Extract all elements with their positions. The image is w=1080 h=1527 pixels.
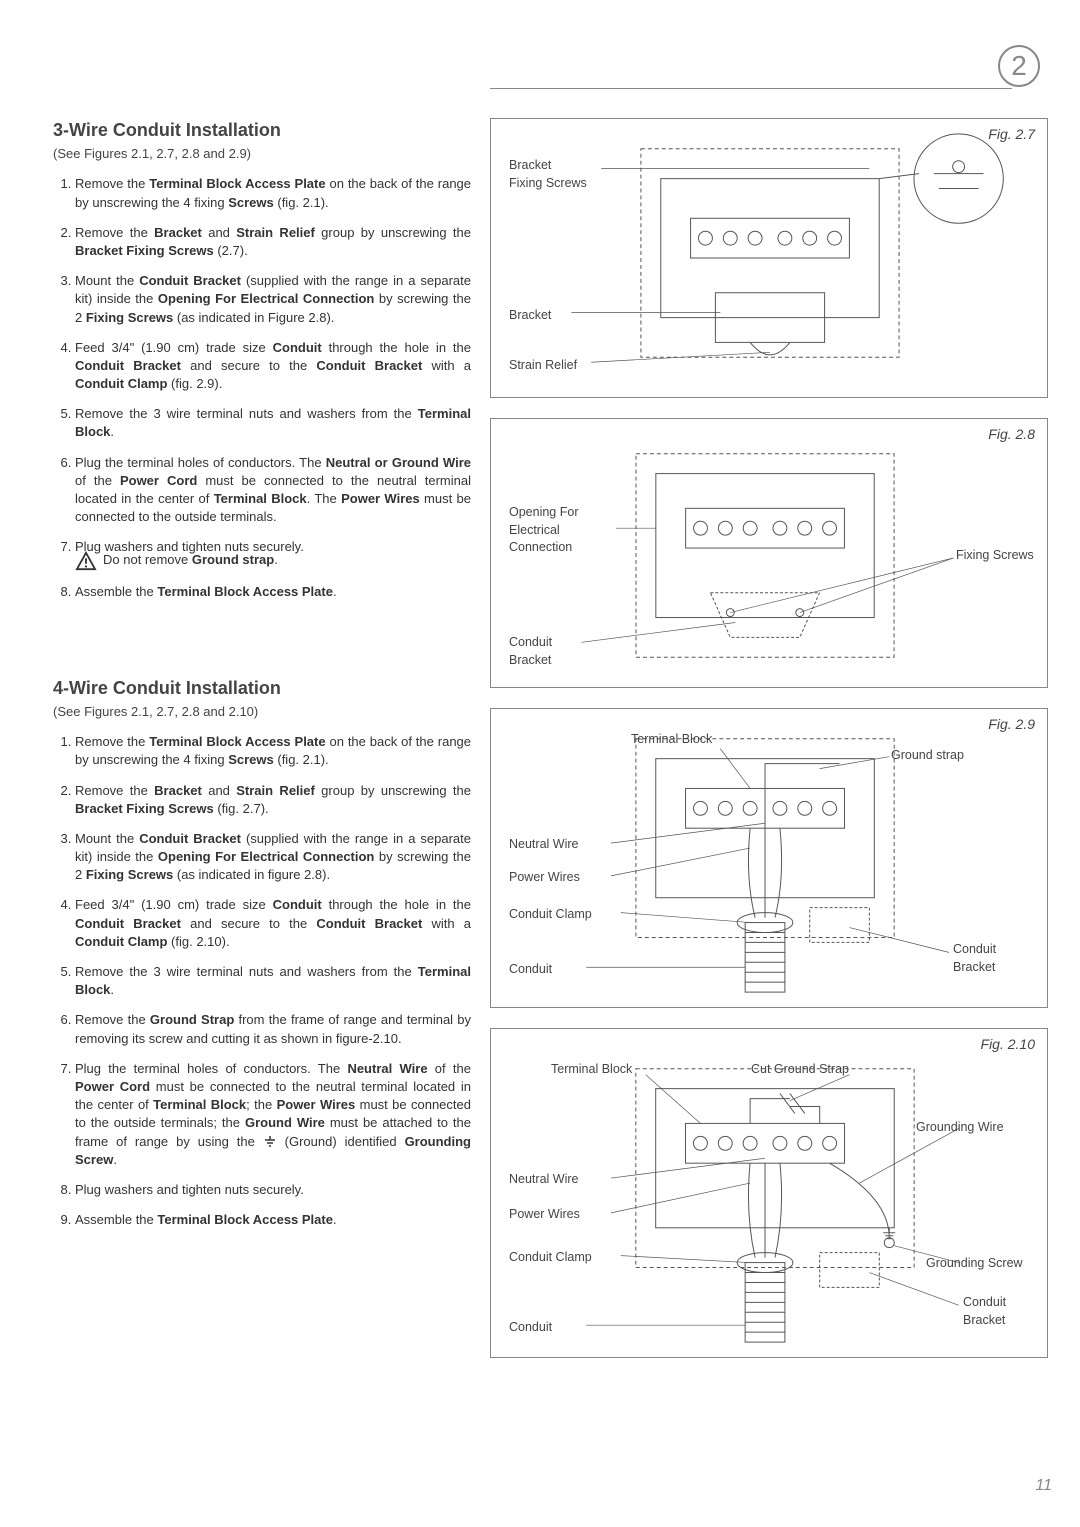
ground-icon — [263, 1135, 277, 1149]
label-conduit-bracket: Conduit Bracket — [953, 941, 996, 976]
label-terminal-block: Terminal Block — [631, 731, 712, 749]
label-conduit-clamp: Conduit Clamp — [509, 1249, 592, 1267]
list-item: Remove the Ground Strap from the frame o… — [75, 1011, 471, 1047]
list-item: Remove the 3 wire terminal nuts and wash… — [75, 405, 471, 441]
chapter-badge: 2 — [998, 45, 1040, 87]
list-item: Feed 3/4" (1.90 cm) trade size Conduit t… — [75, 339, 471, 394]
page-number: 11 — [1035, 1475, 1052, 1497]
list-item: Feed 3/4" (1.90 cm) trade size Conduit t… — [75, 896, 471, 951]
section2-see: (See Figures 2.1, 2.7, 2.8 and 2.10) — [53, 703, 471, 721]
warning-row: Do not remove Ground strap. — [75, 551, 471, 571]
list-item: Plug washers and tighten nuts securely. … — [75, 538, 471, 570]
list-item: Plug washers and tighten nuts securely. — [75, 1181, 471, 1199]
label-bracket-fixing-screws: Bracket Fixing Screws — [509, 157, 587, 192]
label-terminal-block: Terminal Block — [551, 1061, 632, 1079]
label-conduit-bracket: Conduit Bracket — [963, 1294, 1006, 1329]
list-item: Plug the terminal holes of conductors. T… — [75, 454, 471, 527]
section2: 4-Wire Conduit Installation (See Figures… — [53, 676, 471, 1230]
list-item: Mount the Conduit Bracket (supplied with… — [75, 272, 471, 327]
label-power-wires: Power Wires — [509, 869, 580, 887]
list-item: Remove the 3 wire terminal nuts and wash… — [75, 963, 471, 999]
figure-2-7: Fig. 2.7 Bracket Fixing Screws Bracket S… — [490, 118, 1048, 398]
label-grounding-screw: Grounding Screw — [926, 1255, 1023, 1273]
list-item: Assemble the Terminal Block Access Plate… — [75, 1211, 471, 1229]
label-neutral-wire: Neutral Wire — [509, 836, 578, 854]
section2-title: 4-Wire Conduit Installation — [53, 676, 471, 701]
list-item: Remove the Bracket and Strain Relief gro… — [75, 224, 471, 260]
warning-icon — [75, 551, 97, 571]
label-conduit-bracket: Conduit Bracket — [509, 634, 552, 669]
label-conduit-clamp: Conduit Clamp — [509, 906, 592, 924]
figure-2-8: Fig. 2.8 Opening For Electrical Connecti… — [490, 418, 1048, 688]
label-fixing-screws: Fixing Screws — [956, 547, 1034, 565]
list-item: Remove the Terminal Block Access Plate o… — [75, 733, 471, 769]
list-item: Mount the Conduit Bracket (supplied with… — [75, 830, 471, 885]
label-opening: Opening For Electrical Connection — [509, 504, 578, 557]
label-conduit: Conduit — [509, 1319, 552, 1337]
section1-see: (See Figures 2.1, 2.7, 2.8 and 2.9) — [53, 145, 471, 163]
label-power-wires: Power Wires — [509, 1206, 580, 1224]
list-item: Remove the Bracket and Strain Relief gro… — [75, 782, 471, 818]
section1-title: 3-Wire Conduit Installation — [53, 118, 471, 143]
label-ground-strap: Ground strap — [891, 747, 964, 765]
label-cut-ground-strap: Cut Ground Strap — [751, 1061, 849, 1079]
section1-steps: Remove the Terminal Block Access Plate o… — [53, 175, 471, 600]
section2-steps: Remove the Terminal Block Access Plate o… — [53, 733, 471, 1229]
label-strain-relief: Strain Relief — [509, 357, 577, 375]
figure-2-10: Fig. 2.10 — [490, 1028, 1048, 1358]
left-column: 3-Wire Conduit Installation (See Figures… — [53, 118, 471, 1241]
list-item: Assemble the Terminal Block Access Plate… — [75, 583, 471, 601]
label-bracket: Bracket — [509, 307, 551, 325]
label-neutral-wire: Neutral Wire — [509, 1171, 578, 1189]
list-item: Remove the Terminal Block Access Plate o… — [75, 175, 471, 211]
figure-2-9: Fig. 2.9 Terminal Block Ground strap Neu… — [490, 708, 1048, 1008]
header-rule — [490, 88, 1012, 89]
list-item: Plug the terminal holes of conductors. T… — [75, 1060, 471, 1169]
label-grounding-wire: Grounding Wire — [916, 1119, 1004, 1137]
label-conduit: Conduit — [509, 961, 552, 979]
